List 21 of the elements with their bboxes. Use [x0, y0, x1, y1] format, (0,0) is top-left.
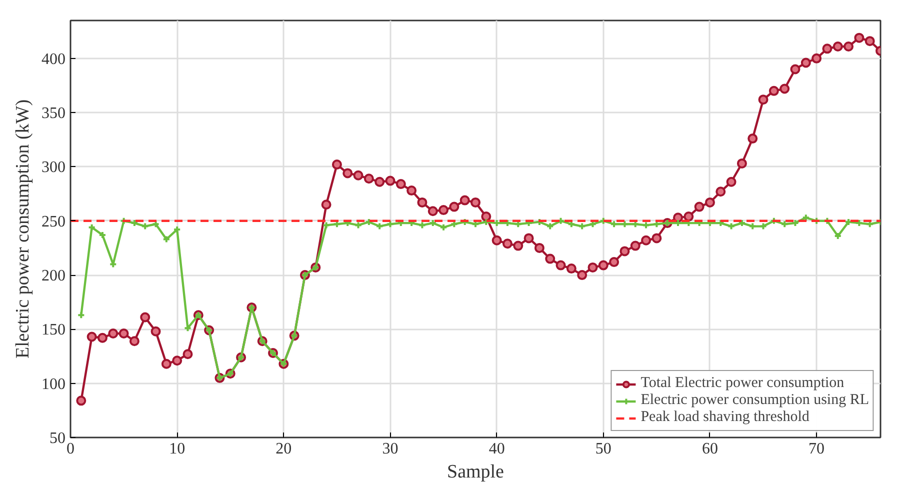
x-tick-label: 40: [488, 440, 505, 458]
y-tick-label: 50: [50, 430, 66, 447]
y-tick-label: 400: [42, 50, 66, 68]
y-tick-label: 150: [42, 322, 66, 339]
y-tick-label: 100: [42, 376, 66, 393]
legend-label: Total Electric power consumption: [640, 375, 844, 392]
x-axis-title: Sample: [447, 462, 504, 482]
x-tick-label: 50: [595, 440, 612, 458]
y-tick-label: 300: [42, 159, 66, 176]
x-tick-label: 70: [808, 440, 825, 458]
legend-label: Peak load shaving threshold: [640, 409, 810, 426]
x-tick-label: 30: [382, 440, 398, 458]
y-tick-label: 250: [42, 213, 66, 230]
x-tick-label: 60: [702, 440, 718, 458]
y-axis-title: Electric power consumption (kW): [12, 99, 34, 359]
legend-label: Electric power consumption using RL: [640, 392, 869, 409]
y-tick-label: 350: [42, 105, 66, 122]
x-tick-label: 0: [66, 440, 74, 458]
y-tick-label: 200: [42, 268, 66, 285]
x-tick-label: 20: [276, 440, 292, 458]
x-tick-label: 10: [169, 440, 186, 458]
